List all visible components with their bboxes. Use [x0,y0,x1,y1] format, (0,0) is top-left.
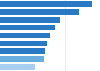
Bar [0,56,44,62]
Bar [0,41,47,46]
Bar [0,48,45,54]
Bar [0,64,36,70]
Bar [0,1,92,7]
Bar [0,33,50,38]
Bar [0,17,60,23]
Bar [0,9,79,15]
Bar [0,25,55,30]
